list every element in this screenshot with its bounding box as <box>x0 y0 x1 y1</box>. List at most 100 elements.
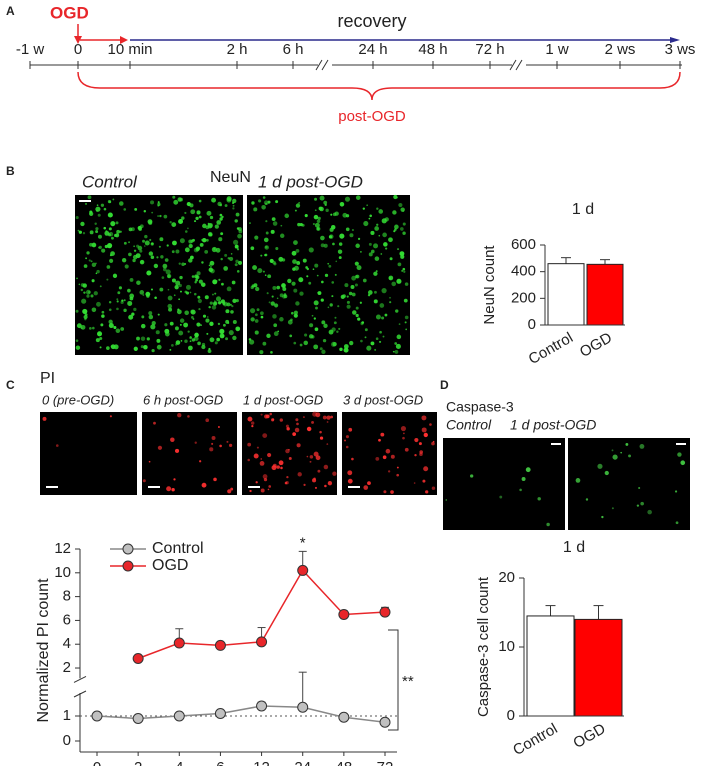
cell-dot <box>675 521 679 525</box>
cell-dot <box>109 200 112 204</box>
cell-dot <box>118 286 122 290</box>
cell-dot <box>331 281 335 284</box>
time-tick-label: 10 min <box>107 41 152 58</box>
cell-dot <box>211 305 217 310</box>
cell-dot <box>390 454 395 459</box>
cell-dot <box>374 348 377 351</box>
cell-dot <box>384 217 389 222</box>
cell-dot <box>112 198 115 201</box>
marker <box>256 636 268 648</box>
cell-dot <box>625 443 629 446</box>
cell-dot <box>336 330 339 334</box>
cell-dot <box>142 239 145 243</box>
cell-dot <box>124 264 129 269</box>
cell-dot <box>361 321 365 324</box>
cell-dot <box>123 208 127 211</box>
cell-dot <box>313 317 316 320</box>
cell-dot <box>309 455 314 459</box>
cell-dot <box>313 477 316 480</box>
cell-dot <box>380 253 383 255</box>
cell-dot <box>282 294 286 299</box>
y-tick-label: 10 <box>498 638 515 655</box>
cell-dot <box>237 260 243 265</box>
cell-dot <box>190 309 195 314</box>
micrograph <box>75 195 243 355</box>
recovery-label: recovery <box>337 11 406 31</box>
cell-dot <box>150 242 154 246</box>
cell-dot <box>254 330 259 335</box>
cell-dot <box>201 344 206 350</box>
cell-dot <box>272 260 276 265</box>
cell-dot <box>343 347 349 353</box>
cell-dot <box>292 432 297 436</box>
cell-dot <box>75 339 79 342</box>
arrow-head <box>120 36 128 44</box>
cell-dot <box>275 246 279 251</box>
panel-label: A <box>6 4 15 18</box>
stain-label: Caspase-3 <box>446 399 514 415</box>
x-tick-label: Control <box>510 720 560 759</box>
cell-dot <box>199 242 204 247</box>
cell-dot <box>521 477 526 481</box>
cell-dot <box>80 283 85 287</box>
cell-dot <box>128 314 134 320</box>
cell-dot <box>165 269 171 275</box>
cell-dot <box>525 467 531 473</box>
cell-dot <box>314 209 317 212</box>
cell-dot <box>167 295 173 301</box>
cell-dot <box>401 269 404 272</box>
legend-label: OGD <box>152 557 188 574</box>
marker <box>297 564 309 576</box>
cell-dot <box>322 415 327 420</box>
cell-dot <box>354 275 359 279</box>
cell-dot <box>399 251 405 257</box>
cell-dot <box>116 300 119 303</box>
cell-dot <box>260 254 263 257</box>
cell-dot <box>236 327 239 330</box>
cell-dot <box>150 200 155 205</box>
cell-dot <box>171 250 175 254</box>
cell-dot <box>142 479 146 483</box>
cell-dot <box>218 278 221 281</box>
cell-dot <box>86 251 90 255</box>
cell-dot <box>395 309 399 313</box>
cell-dot <box>597 463 603 469</box>
cell-dot <box>345 445 349 449</box>
micrograph <box>40 412 137 495</box>
marker <box>256 700 268 712</box>
cell-dot <box>499 495 503 499</box>
cell-dot <box>445 499 448 501</box>
cell-dot <box>82 232 86 235</box>
cell-dot <box>396 334 402 340</box>
significance-label: ** <box>402 673 414 690</box>
cell-dot <box>376 223 379 226</box>
axis-break <box>73 675 87 698</box>
cell-dot <box>422 479 426 483</box>
cell-dot <box>419 450 423 454</box>
cell-dot <box>351 292 356 297</box>
cell-dot <box>149 238 152 242</box>
cell-dot <box>251 201 255 205</box>
cell-dot <box>104 230 110 236</box>
cell-dot <box>275 200 279 204</box>
cell-dot <box>325 208 329 212</box>
cell-dot <box>157 215 160 217</box>
cell-dot <box>208 264 211 267</box>
x-tick-label: 4 <box>175 759 183 766</box>
cell-dot <box>264 274 267 277</box>
cell-dot <box>253 453 259 459</box>
cell-dot <box>91 279 95 283</box>
cell-dot <box>332 242 335 246</box>
cell-dot <box>299 291 304 296</box>
cell-dot <box>334 316 337 319</box>
cell-dot <box>265 231 269 235</box>
cell-dot <box>316 227 320 231</box>
cell-dot <box>221 283 224 286</box>
cell-dot <box>169 321 174 326</box>
cell-dot <box>382 335 385 338</box>
cell-dot <box>157 201 160 204</box>
cell-dot <box>402 267 406 271</box>
cell-dot <box>360 339 363 343</box>
cell-dot <box>225 309 230 314</box>
cell-dot <box>166 273 172 279</box>
